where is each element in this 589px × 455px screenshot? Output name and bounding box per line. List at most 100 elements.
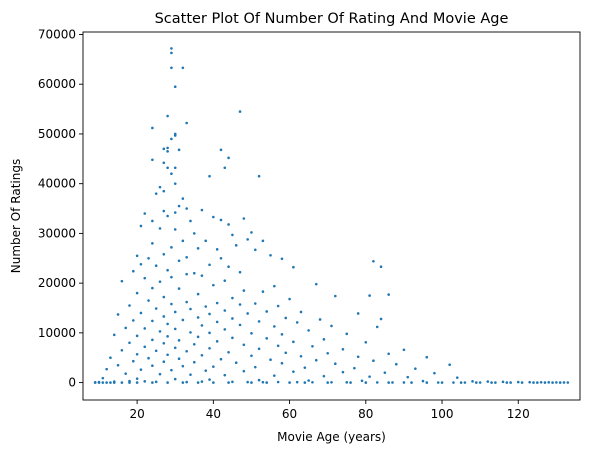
data-point	[177, 259, 181, 263]
data-point	[234, 361, 238, 365]
data-point	[494, 381, 497, 384]
data-point	[566, 381, 570, 384]
data-point	[135, 377, 139, 380]
data-point	[334, 362, 337, 366]
data-point	[379, 265, 383, 269]
data-point	[261, 290, 265, 293]
data-point	[128, 381, 131, 384]
data-point	[170, 246, 173, 249]
data-point	[192, 360, 196, 364]
data-point	[448, 363, 451, 366]
data-point	[547, 381, 551, 384]
data-point	[246, 312, 249, 315]
data-point	[375, 381, 379, 384]
data-point	[257, 347, 261, 351]
chart-title: Scatter Plot Of Number Of Rating And Mov…	[155, 11, 509, 27]
data-point	[345, 381, 349, 384]
data-point	[330, 324, 333, 328]
data-point	[204, 239, 208, 243]
y-tick-label: 50000	[38, 127, 76, 141]
data-point	[478, 381, 482, 384]
data-point	[288, 381, 291, 384]
data-point	[181, 381, 185, 384]
data-point	[116, 313, 120, 316]
y-tick-label: 40000	[38, 177, 76, 191]
y-tick-label: 70000	[38, 27, 76, 41]
data-point	[151, 242, 154, 245]
data-point	[189, 331, 192, 334]
data-point	[170, 137, 173, 141]
data-point	[387, 293, 390, 296]
data-point	[173, 166, 177, 170]
data-point	[162, 252, 166, 256]
data-point	[135, 381, 139, 384]
data-point	[318, 318, 322, 321]
data-point	[132, 359, 135, 363]
x-tick-label: 60	[282, 407, 297, 421]
data-point	[166, 268, 169, 272]
data-point	[147, 356, 150, 360]
data-point	[185, 121, 188, 125]
data-point	[265, 310, 269, 313]
data-point	[154, 349, 158, 353]
data-point	[345, 332, 349, 336]
data-point	[196, 247, 200, 250]
data-point	[166, 150, 169, 153]
data-point	[208, 312, 211, 316]
data-point	[314, 358, 318, 362]
y-tick-label: 20000	[38, 276, 76, 290]
data-point	[364, 381, 368, 384]
data-point	[219, 218, 223, 222]
data-point	[257, 174, 261, 178]
data-point	[135, 334, 139, 338]
data-point	[162, 342, 166, 345]
data-point	[223, 309, 227, 312]
x-axis: 20 40 60 80 100 120	[129, 400, 530, 421]
x-tick-label: 120	[507, 407, 530, 421]
data-point	[341, 347, 345, 351]
data-point	[242, 369, 246, 373]
data-point	[471, 380, 474, 383]
data-point	[555, 381, 558, 384]
data-point	[196, 381, 200, 384]
data-point	[128, 341, 131, 345]
data-point	[349, 381, 352, 384]
data-point	[166, 322, 169, 326]
data-point	[181, 66, 185, 70]
data-point	[212, 381, 215, 384]
data-point	[173, 85, 177, 88]
data-point	[154, 264, 158, 268]
data-point	[326, 351, 329, 355]
data-point	[162, 315, 166, 318]
data-point	[154, 192, 158, 195]
x-tick-label: 80	[358, 407, 373, 421]
data-point	[143, 212, 147, 215]
data-point	[394, 362, 398, 366]
data-point	[276, 380, 280, 384]
data-point	[173, 310, 177, 314]
data-point	[250, 231, 253, 234]
data-point	[311, 344, 314, 348]
data-point	[192, 271, 196, 275]
data-point	[185, 255, 188, 259]
data-point	[112, 381, 116, 384]
data-point	[208, 263, 211, 267]
data-point	[273, 284, 276, 288]
data-point	[284, 316, 288, 320]
data-point	[253, 365, 257, 369]
data-point	[208, 331, 211, 335]
data-point	[292, 340, 295, 344]
data-point	[143, 327, 147, 330]
data-point	[273, 325, 276, 328]
data-point	[170, 66, 173, 70]
data-point	[234, 244, 238, 247]
data-point	[231, 317, 234, 320]
data-point	[215, 301, 219, 305]
data-point	[196, 292, 200, 296]
data-point	[166, 146, 169, 150]
data-point	[372, 259, 375, 263]
data-point	[151, 319, 154, 323]
data-point	[93, 381, 97, 384]
data-point	[189, 219, 192, 223]
